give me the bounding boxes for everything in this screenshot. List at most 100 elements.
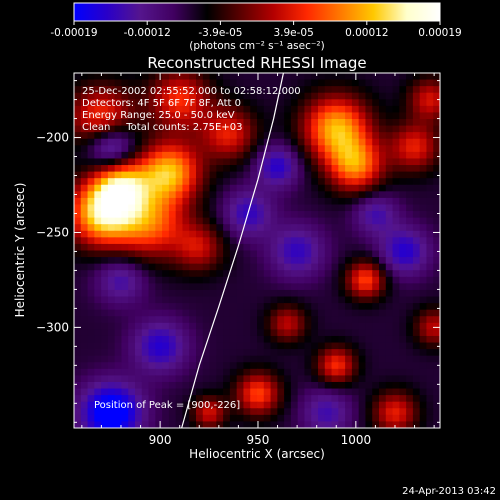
heatmap-cell xyxy=(406,414,414,423)
heatmap-cell xyxy=(162,263,170,271)
heatmap-cell xyxy=(318,119,326,127)
heatmap-cell xyxy=(148,388,156,396)
heatmap-cell xyxy=(297,270,306,278)
heatmap-cell xyxy=(318,388,326,396)
heatmap-cell xyxy=(243,316,251,324)
heatmap-cell xyxy=(94,112,102,120)
heatmap-cell xyxy=(426,178,434,186)
heatmap-cell xyxy=(406,243,414,252)
heatmap-cell xyxy=(433,73,440,81)
heatmap-cell xyxy=(189,408,197,416)
heatmap-cell xyxy=(290,79,299,87)
heatmap-cell xyxy=(284,125,292,133)
heatmap-cell xyxy=(351,322,360,330)
heatmap-cell xyxy=(209,270,217,278)
heatmap-cell xyxy=(209,276,217,284)
heatmap-cell xyxy=(114,86,123,94)
heatmap-cell xyxy=(426,112,434,120)
heatmap-cell xyxy=(114,322,123,330)
heatmap-cell xyxy=(135,329,143,337)
heatmap-cell xyxy=(189,401,197,409)
heatmap-cell xyxy=(379,125,387,133)
heatmap-cell xyxy=(182,86,190,94)
heatmap-cell xyxy=(101,270,109,278)
heatmap-cell xyxy=(412,408,421,416)
heatmap-cell xyxy=(202,171,211,179)
heatmap-cell xyxy=(236,92,245,100)
heatmap-cell xyxy=(196,388,204,396)
heatmap-cell xyxy=(250,329,258,337)
heatmap-cell xyxy=(243,224,251,232)
heatmap-cell xyxy=(114,145,123,153)
heatmap-cell xyxy=(223,296,231,304)
heatmap-cell xyxy=(250,86,258,94)
heatmap-cell xyxy=(412,178,421,186)
heatmap-cell xyxy=(392,99,400,107)
heatmap-cell xyxy=(412,388,421,396)
heatmap-cell xyxy=(216,224,224,232)
heatmap-cell xyxy=(74,237,82,245)
heatmap-cell xyxy=(135,263,143,271)
heatmap-cell xyxy=(175,421,184,428)
heatmap-cell xyxy=(392,335,400,344)
heatmap-cell xyxy=(87,243,95,252)
heatmap-cell xyxy=(277,250,285,258)
heatmap-cell xyxy=(189,73,197,81)
heatmap-cell xyxy=(392,119,400,127)
heatmap-cell xyxy=(372,99,380,107)
heatmap-cell xyxy=(202,125,211,133)
heatmap-cell xyxy=(114,99,123,107)
heatmap-cell xyxy=(196,178,204,186)
heatmap-cell xyxy=(399,316,407,324)
heatmap-cell xyxy=(141,178,150,186)
heatmap-cell xyxy=(162,362,170,370)
heatmap-cell xyxy=(223,138,231,146)
heatmap-cell xyxy=(128,224,136,232)
heatmap-cell xyxy=(196,263,204,271)
heatmap-cell xyxy=(80,73,89,81)
heatmap-cell xyxy=(412,191,421,199)
heatmap-cell xyxy=(412,73,421,81)
heatmap-cell xyxy=(263,375,272,383)
heatmap-cell xyxy=(385,165,394,173)
heatmap-cell xyxy=(284,138,292,146)
heatmap-cell xyxy=(311,316,319,324)
heatmap-cell xyxy=(338,316,346,324)
heatmap-cell xyxy=(243,92,251,100)
heatmap-cell xyxy=(250,204,258,212)
heatmap-cell xyxy=(358,92,367,100)
heatmap-cell xyxy=(338,355,346,363)
heatmap-cell xyxy=(182,119,190,127)
heatmap-cell xyxy=(175,224,184,232)
heatmap-cell xyxy=(318,125,326,133)
heatmap-cell xyxy=(74,355,82,363)
heatmap-cell xyxy=(114,171,123,179)
heatmap-cell xyxy=(412,119,421,127)
heatmap-cell xyxy=(406,151,414,160)
heatmap-cell xyxy=(426,414,434,423)
heatmap-cell xyxy=(426,349,434,357)
heatmap-cell xyxy=(277,316,285,324)
heatmap-cell xyxy=(196,276,204,284)
heatmap-cell xyxy=(358,138,367,146)
heatmap-cell xyxy=(311,257,319,265)
heatmap-cell xyxy=(162,335,170,344)
heatmap-cell xyxy=(345,316,353,324)
heatmap-cell xyxy=(162,395,170,403)
heatmap-cell xyxy=(243,289,251,298)
heatmap-cell xyxy=(331,197,339,206)
heatmap-cell xyxy=(372,138,380,146)
heatmap-cell xyxy=(168,99,177,107)
heatmap-cell xyxy=(345,105,353,114)
heatmap-cell xyxy=(243,138,251,146)
heatmap-cell xyxy=(331,362,339,370)
heatmap-cell xyxy=(94,151,102,160)
heatmap-cell xyxy=(189,92,197,100)
heatmap-cell xyxy=(385,191,394,199)
heatmap-cell xyxy=(162,224,170,232)
heatmap-cell xyxy=(236,322,245,330)
heatmap-cell xyxy=(392,388,400,396)
heatmap-cell xyxy=(94,316,102,324)
heatmap-cell xyxy=(284,79,292,87)
heatmap-cell xyxy=(385,79,394,87)
